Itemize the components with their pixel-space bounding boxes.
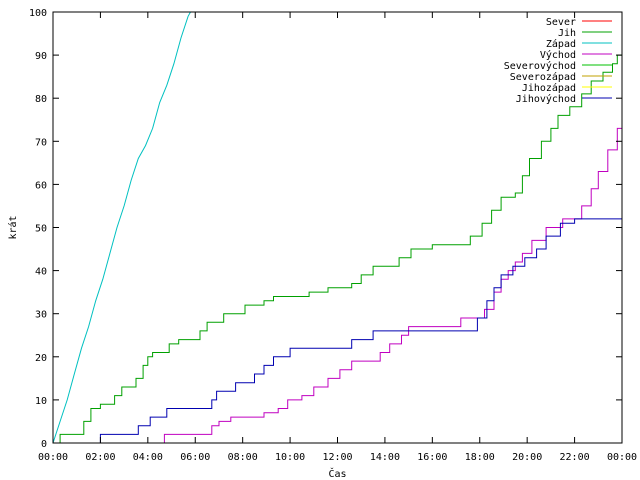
y-tick-label: 30: [35, 310, 47, 321]
series-line-7: [53, 218, 622, 443]
x-tick-label: 00:00: [38, 452, 68, 463]
series-line-1: [53, 54, 622, 443]
y-tick-label: 80: [35, 94, 47, 105]
y-tick-label: 0: [41, 439, 47, 450]
legend-label: Jih: [558, 28, 576, 39]
series-layer: [53, 12, 622, 443]
series-line-2: [53, 12, 191, 443]
legend-label: Severovýchod: [504, 60, 576, 72]
legend-label: Sever: [546, 17, 576, 28]
legend-label: Jihovýchod: [516, 93, 576, 105]
y-axis-label: krát: [7, 215, 19, 239]
x-tick-label: 20:00: [512, 452, 542, 463]
x-axis-label: Čas: [328, 467, 346, 480]
y-tick-label: 40: [35, 267, 47, 278]
x-tick-label: 16:00: [417, 452, 447, 463]
legend-label: Východ: [540, 49, 576, 61]
series-line-3: [53, 127, 622, 443]
x-tick-label: 08:00: [228, 452, 258, 463]
y-tick-label: 90: [35, 51, 47, 62]
legend: SeverJihZápadVýchodSeverovýchodSeverozáp…: [504, 17, 612, 105]
y-tick-label: 10: [35, 396, 47, 407]
x-tick-label: 02:00: [85, 452, 115, 463]
y-tick-label: 20: [35, 353, 47, 364]
y-tick-label: 100: [29, 8, 47, 19]
x-tick-label: 06:00: [180, 452, 210, 463]
x-tick-label: 18:00: [465, 452, 495, 463]
legend-label: Severozápad: [510, 71, 576, 83]
x-tick-label: 10:00: [275, 452, 305, 463]
y-tick-label: 60: [35, 180, 47, 191]
legend-label: Jihozápad: [522, 82, 576, 94]
y-tick-label: 70: [35, 137, 47, 148]
x-tick-label: 14:00: [370, 452, 400, 463]
y-axis-ticks: 0 10 20 30 40 50 60 70 80 90 100: [29, 8, 622, 450]
x-axis-ticks: 00:00 02:00 04:00 06:00 08:00 10:00 12:00 14:00…: [38, 12, 637, 463]
x-tick-label: 04:00: [133, 452, 163, 463]
legend-label: Západ: [546, 38, 576, 50]
x-tick-label: 12:00: [322, 452, 352, 463]
y-tick-label: 50: [35, 224, 47, 235]
x-tick-label: 22:00: [560, 452, 590, 463]
x-tick-label: 00:00: [607, 452, 637, 463]
